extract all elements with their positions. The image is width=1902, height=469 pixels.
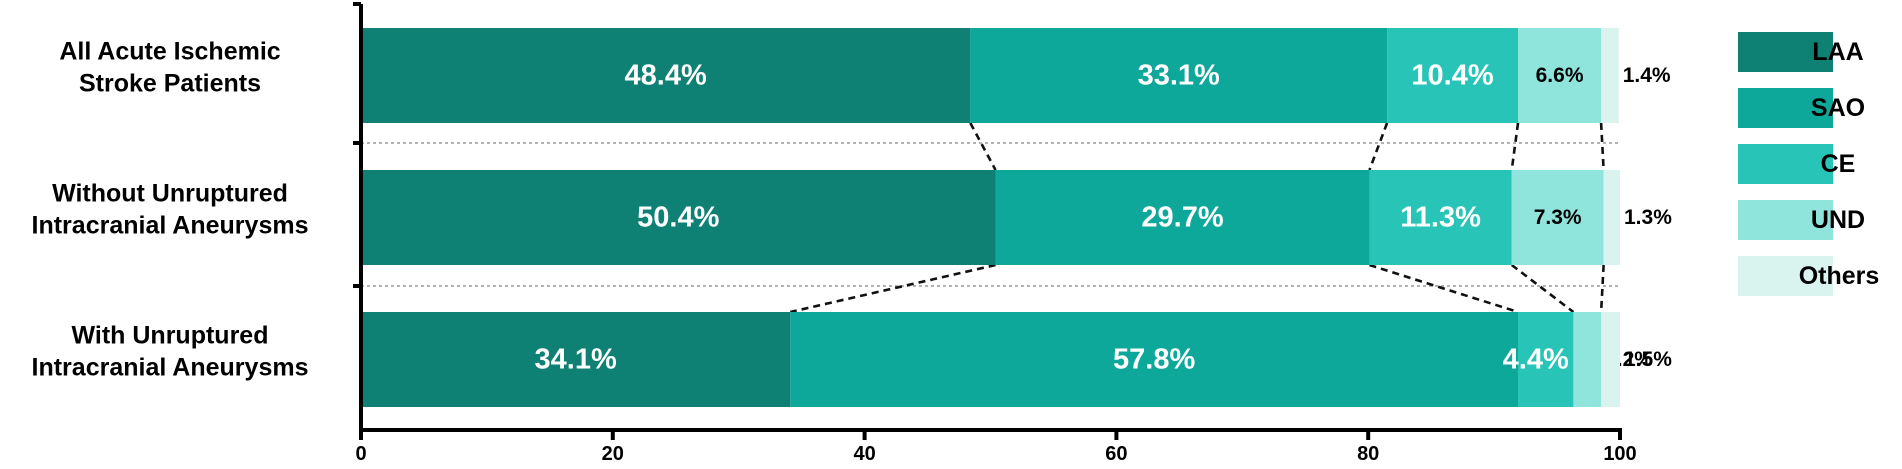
category-label-2: With Unruptured Intracranial Aneurysms	[32, 322, 309, 382]
bars: 48.4% 33.1% 10.4% 6.6% 1.4% 50.4% 29.7% 11.3% 7.…	[361, 28, 1672, 407]
legend-label-others: Others	[1799, 262, 1880, 290]
legend-swatch-und	[1738, 200, 1833, 240]
bar-others-0	[1601, 28, 1619, 123]
legend-label-sao: SAO	[1811, 94, 1865, 122]
value-label-sao-1: 29.7%	[1141, 202, 1223, 234]
bar-und-0	[1518, 28, 1602, 123]
connector-0-0	[969, 122, 997, 171]
legend-label-und: UND	[1811, 206, 1865, 234]
value-label-others-0: 1.4%	[1623, 64, 1671, 87]
value-label-sao-2: 57.8%	[1113, 344, 1195, 376]
bar-laa-0	[361, 28, 971, 123]
bar-sao-1	[995, 170, 1370, 265]
legend-swatch-ce	[1738, 144, 1833, 184]
bar-others-2	[1601, 312, 1620, 407]
value-label-laa-1: 50.4%	[637, 202, 719, 234]
legend-label-laa: LAA	[1812, 38, 1863, 66]
legend: LAA SAO CE UND Others	[1738, 32, 1879, 296]
x-tick-label-80: 80	[1357, 443, 1379, 465]
value-label-laa-2: 34.1%	[535, 344, 617, 376]
connector-1-3	[1599, 264, 1605, 313]
connector-0-1	[1368, 122, 1389, 171]
x-tick-label-100: 100	[1603, 443, 1636, 465]
x-tick-label-60: 60	[1105, 443, 1127, 465]
bar-ce-2	[1518, 312, 1574, 407]
bar-und-2	[1573, 312, 1602, 407]
x-tick-label-20: 20	[602, 443, 624, 465]
bar-und-1	[1511, 170, 1604, 265]
category-labels: All Acute Ischemic Stroke Patients Without…	[32, 38, 309, 382]
connector-0-2	[1510, 122, 1520, 171]
bar-ce-1	[1369, 170, 1512, 265]
value-label-und-1: 7.3%	[1534, 206, 1582, 229]
legend-swatch-others	[1738, 256, 1833, 296]
category-label-1: Without Unruptured Intracranial Aneurysms	[32, 180, 309, 240]
legend-swatch-sao	[1738, 88, 1833, 128]
x-tick-label-0: 0	[355, 443, 366, 465]
x-tick-label-40: 40	[853, 443, 875, 465]
bar-laa-1	[361, 170, 996, 265]
value-label-others-2: 1.5%	[1624, 348, 1672, 371]
connector-1-1	[1369, 263, 1519, 314]
x-axis: 0 20 40 60 80 100	[353, 2, 1637, 465]
legend-label-ce: CE	[1821, 150, 1856, 178]
connector-0-3	[1599, 122, 1605, 171]
connector-1-0	[790, 263, 996, 314]
bar-ce-0	[1387, 28, 1519, 123]
bar-others-1	[1603, 170, 1620, 265]
category-label-0: All Acute Ischemic Stroke Patients	[59, 38, 280, 98]
value-label-laa-0: 48.4%	[625, 60, 707, 92]
value-label-sao-0: 33.1%	[1138, 60, 1220, 92]
legend-swatch-laa	[1738, 32, 1833, 72]
bar-sao-2	[790, 312, 1519, 407]
connector-1-2	[1510, 263, 1575, 314]
connector-lines	[361, 122, 1620, 314]
value-label-others-1: 1.3%	[1624, 206, 1672, 229]
bar-sao-0	[970, 28, 1388, 123]
value-label-ce-1: 11.3%	[1400, 202, 1481, 234]
bar-laa-2	[361, 312, 791, 407]
value-label-ce-0: 10.4%	[1411, 60, 1493, 92]
value-label-ce-2: 4.4%	[1503, 344, 1569, 376]
value-label-und-0: 6.6%	[1536, 64, 1584, 87]
